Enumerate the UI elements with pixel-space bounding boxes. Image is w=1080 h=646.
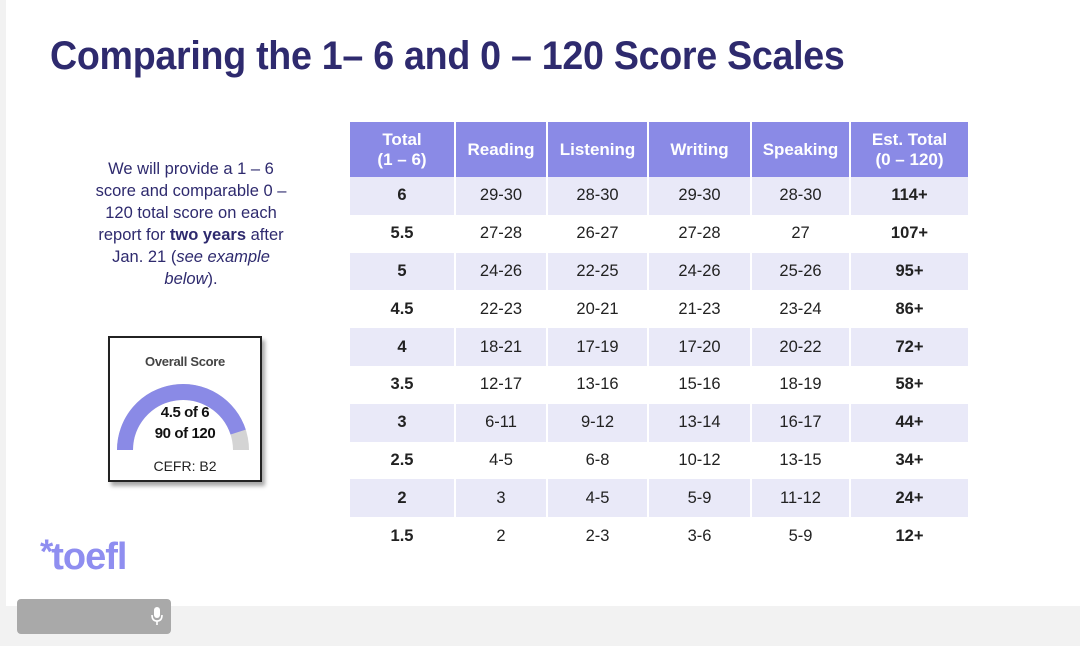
cell-reading: 4-5	[455, 441, 548, 480]
cell-writing: 5-9	[648, 479, 752, 518]
note-part3: ).	[207, 270, 218, 288]
cell-speaking: 25-26	[751, 252, 851, 291]
cell-est-total: 24+	[850, 479, 968, 518]
header-speaking: Speaking	[751, 122, 851, 177]
cell-listening: 9-12	[547, 403, 649, 442]
cell-total: 1.5	[350, 517, 456, 555]
cell-speaking: 23-24	[751, 290, 851, 329]
cell-total: 3.5	[350, 365, 456, 404]
cell-speaking: 27	[751, 214, 851, 253]
cell-est-total: 107+	[890, 224, 929, 243]
cell-reading: 18-21	[455, 328, 548, 366]
note-italic: see example below	[164, 248, 270, 288]
logo-text: toefl	[51, 536, 127, 578]
cell-est-total: 58+	[895, 375, 924, 394]
cell-writing: 13-14	[648, 403, 752, 442]
cell-speaking: 28-30	[751, 177, 851, 215]
header-reading: Reading	[455, 122, 548, 177]
cell-total: 5	[350, 252, 456, 291]
table-row: 4.5 22-23 20-21 21-23 23-24 86+	[350, 290, 968, 329]
score-gauge-icon	[117, 384, 249, 451]
cell-total: 5.5	[350, 214, 456, 253]
cell-reading: 27-28	[455, 214, 548, 253]
cell-listening: 20-21	[547, 290, 649, 329]
cell-est-total: 44+	[850, 403, 968, 442]
cell-writing: 27-28	[648, 214, 752, 253]
score-of-6: 4.5 of 6	[160, 404, 210, 421]
slide: Comparing the 1– 6 and 0 – 120 Score Sca…	[6, 0, 1080, 606]
cell-est-total: 95+	[850, 252, 968, 291]
note-bold: two years	[169, 226, 247, 244]
overall-score-card: Overall Score 4.5 of 6 90 of 120 CEFR: B…	[108, 336, 262, 482]
cell-writing: 21-23	[648, 290, 752, 329]
table-row: 6 29-30 28-30 29-30 28-30 114+	[350, 177, 968, 215]
table-row: 4 18-21 17-19 17-20 20-22 72+	[350, 328, 968, 366]
table-row: 1.5 2 2-3 3-6 5-9 12+	[350, 517, 968, 555]
cell-speaking: 11-12	[751, 479, 851, 518]
cell-listening: 22-25	[547, 252, 649, 291]
table-row: 3 6-11 9-12 13-14 16-17 44+	[350, 403, 968, 442]
score-comparison-table: Total (1 – 6) Reading Listening Writing S…	[350, 122, 968, 555]
note-part2: after Jan. 21 (	[112, 226, 284, 266]
header-listening: Listening	[547, 122, 649, 177]
cell-est-total: 86+	[895, 299, 924, 318]
score-of-120: 90 of 120	[154, 425, 216, 442]
note-part1: We will provide a 1 – 6 score and compar…	[95, 160, 287, 244]
cell-writing: 15-16	[648, 365, 752, 404]
cell-writing: 3-6	[648, 517, 752, 555]
cell-reading: 29-30	[455, 177, 548, 215]
cell-writing: 29-30	[648, 177, 752, 215]
cell-writing: 17-20	[648, 328, 752, 366]
cell-writing: 24-26	[648, 252, 752, 291]
cell-reading: 24-26	[455, 252, 548, 291]
table-row: 5.5 27-28 26-27 27-28 27 107+	[350, 214, 968, 253]
cell-reading: 3	[455, 479, 548, 518]
cell-total: 2	[350, 479, 456, 518]
cell-speaking: 20-22	[751, 328, 851, 366]
cell-listening: 17-19	[547, 328, 649, 366]
cell-listening: 13-16	[547, 365, 649, 404]
slide-title: Comparing the 1– 6 and 0 – 120 Score Sca…	[50, 34, 845, 78]
info-note: We will provide a 1 – 6 score and compar…	[86, 158, 296, 290]
table-header-row: Total (1 – 6) Reading Listening Writing S…	[350, 122, 968, 177]
asterisk-icon: *	[40, 533, 53, 571]
cell-listening: 26-27	[547, 214, 649, 253]
cell-listening: 6-8	[547, 441, 649, 480]
cell-writing: 10-12	[648, 441, 752, 480]
cell-listening: 2-3	[547, 517, 649, 555]
overall-score-label: Overall Score	[145, 354, 225, 369]
cefr-level: CEFR: B2	[153, 458, 217, 474]
cell-total: 4.5	[350, 290, 456, 329]
header-total: Total (1 – 6)	[350, 122, 456, 177]
table-row: 2.5 4-5 6-8 10-12 13-15 34+	[350, 441, 968, 480]
cell-speaking: 5-9	[751, 517, 851, 555]
cell-reading: 12-17	[455, 365, 548, 404]
table-row: 2 3 4-5 5-9 11-12 24+	[350, 479, 968, 518]
cell-total: 3	[350, 403, 456, 442]
toefl-logo: *toefl	[40, 533, 127, 579]
cell-total: 4	[350, 328, 456, 366]
cell-est-total: 72+	[850, 328, 968, 366]
cell-est-total: 34+	[895, 450, 924, 469]
cell-total: 6	[350, 177, 456, 215]
cell-est-total: 12+	[895, 526, 924, 545]
cell-reading: 2	[455, 517, 548, 555]
cell-reading: 6-11	[455, 403, 548, 442]
header-writing: Writing	[648, 122, 752, 177]
cell-speaking: 16-17	[751, 403, 851, 442]
table-row: 5 24-26 22-25 24-26 25-26 95+	[350, 252, 968, 291]
cell-listening: 4-5	[547, 479, 649, 518]
cell-est-total: 114+	[850, 177, 968, 215]
header-est-total: Est. Total (0 – 120)	[850, 122, 968, 177]
cell-speaking: 13-15	[751, 441, 851, 480]
table-body: 6 29-30 28-30 29-30 28-30 114+ 5.5 27-28 26-27 27…	[350, 177, 968, 555]
gauge-fill	[117, 384, 246, 451]
cell-speaking: 18-19	[751, 365, 851, 404]
cell-total: 2.5	[350, 441, 456, 480]
table-row: 3.5 12-17 13-16 15-16 18-19 58+	[350, 365, 968, 404]
cell-reading: 22-23	[455, 290, 548, 329]
microphone-icon[interactable]	[151, 607, 163, 625]
cell-listening: 28-30	[547, 177, 649, 215]
caption-bar[interactable]	[17, 599, 171, 634]
